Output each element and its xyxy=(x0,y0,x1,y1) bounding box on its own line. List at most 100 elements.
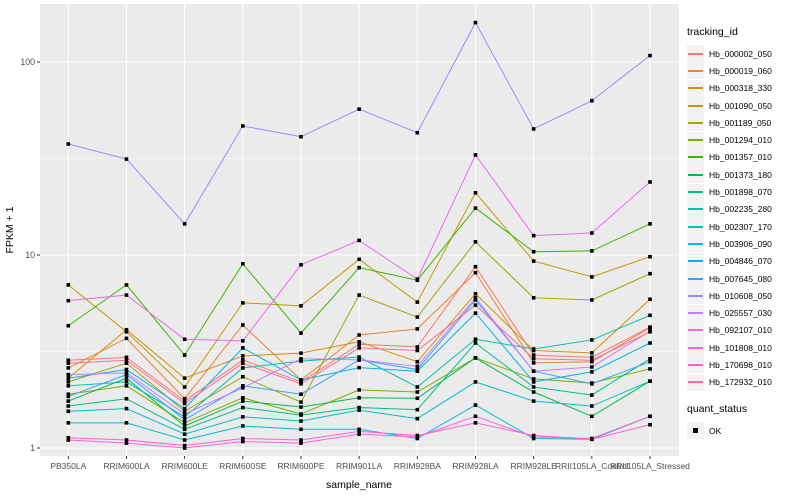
data-point xyxy=(124,336,129,341)
series-color-line-icon xyxy=(688,52,703,55)
data-point xyxy=(241,439,245,444)
data-point xyxy=(531,361,536,365)
data-point xyxy=(299,405,303,409)
data-point xyxy=(648,341,652,345)
legend-title-quant-status: quant_status xyxy=(687,402,748,415)
x-tick-label: RRIM600LE xyxy=(161,461,208,471)
legend-item-label: Hb_000002_050 xyxy=(709,48,772,59)
data-point xyxy=(357,342,361,347)
x-tick-label: PB350LA xyxy=(50,461,86,471)
data-point xyxy=(182,376,187,380)
data-point xyxy=(357,432,361,436)
data-point xyxy=(299,351,303,355)
data-point xyxy=(531,127,536,131)
data-point xyxy=(473,270,478,275)
legend-item: Hb_172932_010 xyxy=(687,373,797,391)
x-tick-label: RRIM600PE xyxy=(277,461,325,471)
series-color-line-icon xyxy=(688,191,703,194)
legend-item-label: Hb_001357_010 xyxy=(709,152,772,163)
legend-item-label: Hb_092107_010 xyxy=(709,325,772,336)
series-color-line-icon xyxy=(688,156,703,159)
legend-swatch xyxy=(687,356,704,374)
data-point xyxy=(415,345,420,349)
x-tick-label: RRII105LA_Control xyxy=(555,461,629,471)
legend-item: Hb_002307_170 xyxy=(687,218,797,236)
data-point xyxy=(357,429,361,434)
data-point xyxy=(124,157,129,161)
series-color-line-icon xyxy=(688,87,703,90)
data-point xyxy=(531,347,536,351)
data-point xyxy=(182,401,187,406)
data-point xyxy=(299,380,303,384)
data-point xyxy=(415,416,420,421)
data-point xyxy=(415,130,420,135)
data-point xyxy=(590,382,594,386)
data-point xyxy=(648,271,652,276)
series-color-line-icon xyxy=(688,381,703,384)
data-point xyxy=(124,283,129,287)
series-color-line-icon xyxy=(688,312,703,315)
legend-item: Hb_101808_010 xyxy=(687,339,797,357)
legend-swatch xyxy=(687,304,704,322)
x-tick-label: RRIM928LA xyxy=(452,461,499,471)
series-color-line-icon xyxy=(688,329,703,332)
data-point xyxy=(66,399,71,403)
data-point xyxy=(66,298,71,303)
data-point xyxy=(531,353,536,357)
series-color-line-icon xyxy=(688,173,703,176)
legend-item: Hb_001189_050 xyxy=(687,114,797,132)
data-point xyxy=(124,376,129,380)
data-point xyxy=(241,436,245,441)
data-point xyxy=(182,337,187,342)
data-point xyxy=(241,384,245,388)
data-point xyxy=(241,405,245,410)
data-point xyxy=(648,422,652,427)
data-point xyxy=(299,262,303,267)
legend-swatch xyxy=(687,131,704,149)
legend-swatch xyxy=(687,218,704,236)
data-point xyxy=(66,404,71,408)
data-point xyxy=(357,427,361,432)
data-point xyxy=(66,361,71,366)
series-color-line-icon xyxy=(688,104,703,107)
data-point xyxy=(415,433,420,438)
data-point xyxy=(473,191,478,195)
data-point xyxy=(241,339,245,343)
data-point xyxy=(473,356,478,360)
data-point xyxy=(357,238,361,243)
legend-item-label: Hb_001189_050 xyxy=(709,117,772,128)
axes: 1 10 100 PB350LA RRIM600LA RRIM600LE RRIM600SE… xyxy=(20,57,690,471)
data-point xyxy=(124,384,129,388)
data-point xyxy=(299,382,303,386)
data-point xyxy=(182,432,187,436)
data-point xyxy=(415,390,420,394)
data-point xyxy=(473,153,478,157)
data-point xyxy=(299,331,303,335)
series-lines xyxy=(66,20,652,450)
data-point xyxy=(241,386,245,390)
data-point xyxy=(124,406,129,411)
data-point xyxy=(241,262,245,266)
data-point xyxy=(124,396,129,401)
data-point xyxy=(473,337,478,342)
data-point xyxy=(531,259,536,263)
data-point xyxy=(66,142,71,146)
series-color-line-icon xyxy=(688,121,703,124)
legend-item-label: Hb_002307_170 xyxy=(709,221,772,232)
data-point xyxy=(531,399,536,403)
data-point xyxy=(357,405,361,410)
y-axis-title: FPKM + 1 xyxy=(4,206,16,253)
legend-item-label: Hb_101808_010 xyxy=(709,342,772,353)
data-point xyxy=(590,298,594,302)
legend-swatch xyxy=(687,183,704,201)
legend-swatch xyxy=(687,200,704,218)
series-color-line-icon xyxy=(688,346,703,349)
legend-swatch xyxy=(687,252,704,270)
data-point xyxy=(648,180,652,184)
data-point xyxy=(357,396,361,400)
data-point xyxy=(66,358,71,363)
legend-items: Hb_000002_050 Hb_000019_060 Hb_000318_330 H… xyxy=(687,45,797,391)
data-point xyxy=(473,403,478,407)
